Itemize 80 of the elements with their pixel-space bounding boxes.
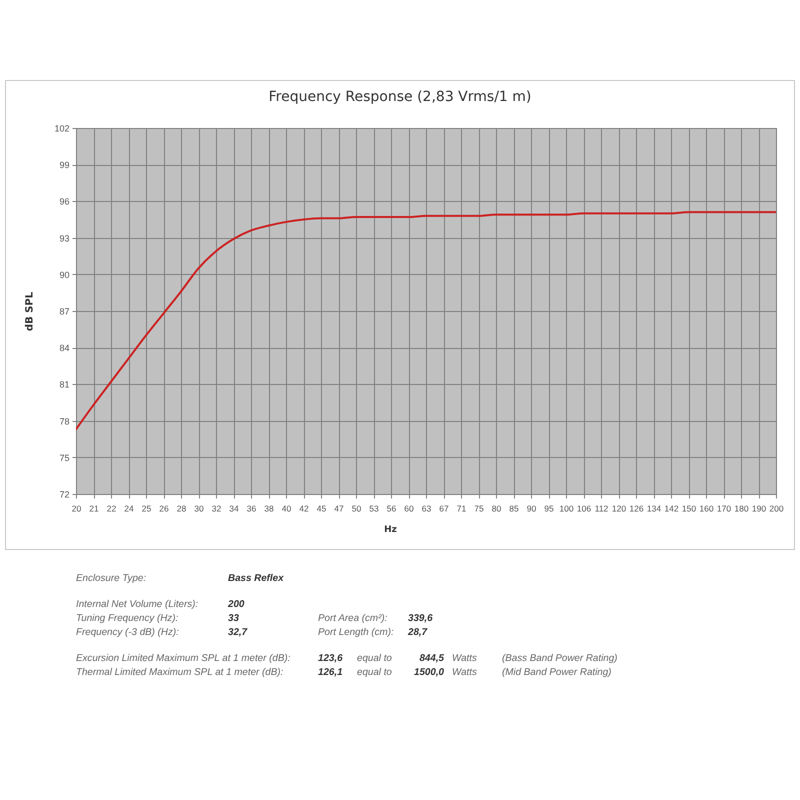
text: Frequency (-3 dB) (Hz): [76,627,179,639]
line-series [76,211,776,430]
x-tick-label: 190 [752,504,766,514]
text: Watts [452,653,477,665]
text: 123,6 [318,653,343,665]
text: Port Length (cm): [318,627,394,639]
x-tick-label: 63 [422,504,432,514]
x-axis-title: Hz [384,525,397,535]
text: equal to [357,667,392,679]
x-tick-label: 47 [334,504,344,514]
y-tick-label: 96 [59,196,70,207]
x-tick-label: 25 [142,504,152,514]
x-tick-label: 50 [352,504,362,514]
x-tick-label: 180 [734,504,749,514]
text: Bass Reflex [228,573,284,585]
text: Thermal Limited Maximum SPL at 1 meter (dB): [76,667,284,679]
x-tick-label: 20 [72,504,82,514]
x-tick-label: 112 [594,504,609,514]
y-axis-title: dB SPL [24,291,36,332]
text: Excursion Limited Maximum SPL at 1 meter (dB): [76,653,290,665]
text: 844,5 [419,653,444,665]
x-tick-label: 142 [664,504,679,514]
text: Port Area (cm²): [318,613,388,625]
x-tick-label: 126 [629,504,644,514]
x-tick-label: 71 [456,504,466,514]
x-tick-label: 106 [576,504,592,514]
x-tick-label: 22 [106,504,116,514]
x-tick-label: 85 [509,504,519,514]
x-tick-label: 24 [124,504,134,514]
text: equal to [357,653,392,665]
x-tick-label: 90 [526,504,536,514]
y-tick-label: 72 [59,490,70,500]
x-tick-label: 170 [716,504,732,514]
x-tick-label: 150 [682,504,696,514]
text: (Mid Band Power Rating) [502,667,612,679]
x-tick-label: 56 [386,504,396,514]
x-tick-label: 160 [699,504,714,514]
x-tick-label: 67 [439,504,449,514]
y-tick-label: 99 [59,160,70,170]
y-tick-label: 87 [59,306,70,316]
x-tick-label: 38 [264,504,274,514]
text: (Bass Band Power Rating) [502,653,618,665]
x-tick-label: 53 [369,504,379,514]
y-tick-label: 78 [59,416,70,426]
x-tick-label: 80 [492,504,502,514]
x-tick-label: 100 [559,504,574,514]
y-tick-label: 75 [59,452,70,463]
x-tick-label: 134 [646,504,662,514]
text: 1500,0 [414,667,444,679]
text: Enclosure Type: [76,573,146,585]
x-tick-label: 40 [282,504,292,514]
x-tick-label: 60 [404,504,414,514]
y-tick-label: 90 [59,270,70,280]
text: Tuning Frequency (Hz): [76,613,178,625]
chart-title: Frequency Response (2,83 Vrms/1 m) [268,89,532,105]
x-tick-label: 36 [246,504,256,514]
x-tick-label: 95 [544,504,554,514]
x-tick-label: 34 [229,504,239,514]
text: 339,6 [408,613,433,625]
y-tick-label: 84 [59,343,70,354]
x-tick-label: 32 [212,504,222,514]
text: Internal Net Volume (Liters): [76,599,198,611]
text: 200 [228,599,244,611]
x-tick-label: 28 [176,504,186,514]
text: 32,7 [228,627,248,639]
text: 126,1 [318,667,343,679]
x-tick-label: 200 [769,504,784,514]
y-tick-label: 81 [59,380,70,390]
x-tick-label: 21 [89,504,99,514]
x-tick-label: 42 [299,504,309,514]
y-tick-label: 93 [59,233,70,244]
x-tick-label: 26 [159,504,169,514]
x-tick-label: 45 [316,504,326,514]
x-tick-label: 75 [474,504,484,514]
x-tick-label: 120 [612,504,626,514]
text: Watts [452,667,477,679]
text: 28,7 [408,627,428,639]
text: 33 [228,613,239,625]
x-tick-label: 30 [194,504,204,514]
y-tick-label: 102 [54,124,70,134]
